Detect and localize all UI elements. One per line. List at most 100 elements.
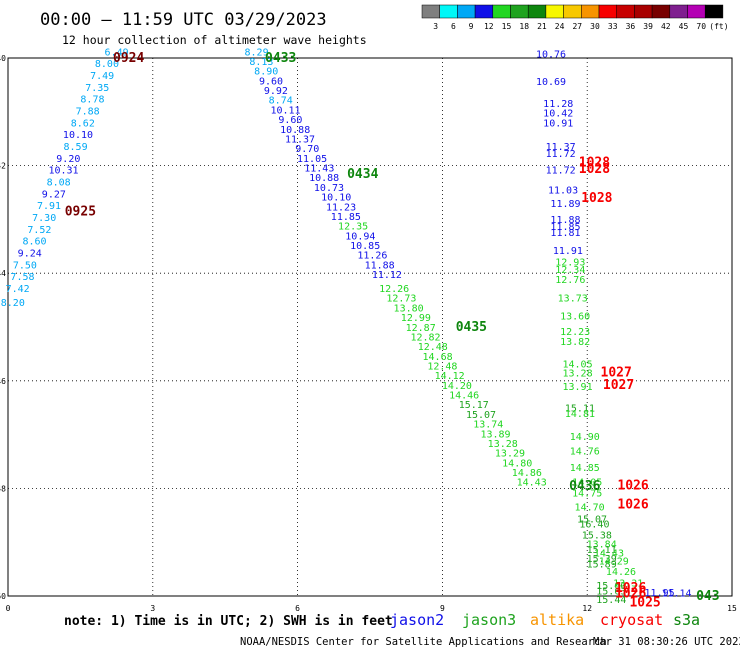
- legend-label: 36: [626, 22, 636, 31]
- wave-height-point: 11.37: [285, 134, 315, 145]
- wave-height-point: 11.14: [661, 589, 691, 600]
- satellite-legend-item: jason3: [462, 611, 516, 629]
- legend-swatch: [457, 4, 476, 19]
- wave-height-point: 11.03: [548, 186, 578, 197]
- wave-height-point: 14.70: [575, 502, 605, 513]
- units-note: note: 1) Time is in UTC; 2) SWH is in fe…: [64, 614, 393, 629]
- wave-height-point: 7.88: [76, 106, 100, 117]
- legend-swatch: [563, 4, 582, 19]
- wave-height-point: 12.48: [427, 362, 457, 373]
- wave-height-point: 7.49: [90, 71, 114, 82]
- footer-timestamp: Mar 31 08:30:26 UTC 2023: [593, 636, 740, 648]
- pass-time-label: 1028: [579, 162, 610, 177]
- pass-time-label: 1025: [629, 595, 660, 610]
- legend-swatch: [616, 4, 635, 19]
- wave-height-point: 14.86: [512, 468, 542, 479]
- wave-height-point: 11.23: [326, 202, 356, 213]
- pass-time-label: 043: [696, 589, 719, 604]
- x-tick-label: 15: [727, 604, 737, 613]
- y-tick-label: -44: [0, 269, 6, 278]
- pass-time-label: 1026: [617, 479, 648, 494]
- wave-height-point: 9.60: [259, 76, 283, 87]
- wave-height-point: 8.29: [245, 47, 269, 58]
- wave-height-point: 10.88: [280, 125, 310, 136]
- legend-swatch: [421, 4, 440, 19]
- wave-height-point: 13.60: [560, 311, 590, 322]
- pass-time-label: 0433: [265, 51, 296, 66]
- wave-height-point: 9.92: [264, 86, 288, 97]
- wave-height-point: 10.76: [536, 49, 566, 60]
- wave-height-point: 10.11: [270, 105, 300, 116]
- wave-height-point: 14.90: [570, 432, 600, 443]
- satellite-legend-item: cryosat: [600, 611, 663, 629]
- wave-height-point: 8.20: [1, 298, 25, 309]
- wave-height-point: 13.91: [562, 382, 592, 393]
- wave-height-point: 15.07: [577, 514, 607, 525]
- wave-height-point: 10.69: [536, 77, 566, 88]
- legend-swatch: [687, 4, 706, 19]
- wave-height-point: 15.38: [582, 530, 612, 541]
- wave-height-point: 11.28: [543, 99, 573, 110]
- x-tick-label: 6: [295, 604, 300, 613]
- wave-height-point: 15.17: [459, 400, 489, 411]
- wave-height-point: 10.42: [543, 109, 573, 120]
- wave-height-point: 8.13: [249, 57, 273, 68]
- wave-height-point: 11.88: [365, 260, 395, 271]
- wave-height-point: 12.26: [379, 284, 409, 295]
- wave-height-point: 11.85: [550, 222, 580, 233]
- wave-height-point: 10.10: [63, 130, 93, 141]
- pass-time-label: 1028: [581, 191, 612, 206]
- wave-height-point: 13.82: [560, 337, 590, 348]
- legend-swatch: [669, 4, 688, 19]
- wave-height-point: 12.23: [560, 327, 590, 338]
- y-tick-label: -50: [0, 592, 6, 601]
- wave-height-point: 11.85: [331, 212, 361, 223]
- wave-height-point: 14.80: [502, 458, 532, 469]
- wave-height-point: 11.26: [357, 251, 387, 262]
- legend-swatch: [634, 4, 653, 19]
- wave-height-point: 14.75: [572, 488, 602, 499]
- pass-time-label: 1027: [603, 378, 634, 393]
- wave-height-point: 8.00: [95, 59, 119, 70]
- legend-label: 45: [679, 22, 689, 31]
- pass-time-label: 1028: [579, 155, 610, 170]
- x-tick-label: 0: [6, 604, 11, 613]
- wave-height-point: 14.85: [570, 463, 600, 474]
- wave-height-point: 14.05: [562, 359, 592, 370]
- wave-height-point: 14.43: [594, 549, 624, 560]
- wave-height-point: 11.43: [304, 164, 334, 175]
- wave-height-point: 7.52: [27, 225, 51, 236]
- x-tick-label: 9: [440, 604, 445, 613]
- wave-height-point: 12.73: [386, 294, 416, 305]
- color-legend: 3 6 9 12 15 18 21 24 27 30 33 36 39 42 45 70 (ft): [421, 4, 729, 31]
- legend-label: 15: [502, 22, 512, 31]
- legend-swatch: [704, 4, 724, 19]
- legend-swatch: [581, 4, 600, 19]
- wave-height-point: 14.20: [442, 381, 472, 392]
- wave-height-point: 15.39: [587, 554, 617, 565]
- chart-title: 00:00 — 11:59 UTC 03/29/2023: [40, 10, 327, 30]
- wave-height-point: 11.12: [372, 270, 402, 281]
- footer-source: NOAA/NESDIS Center for Satellite Applica…: [240, 636, 607, 648]
- pass-time-label: 0434: [347, 167, 378, 182]
- legend-label: 39: [643, 22, 653, 31]
- pass-time-label: 0435: [456, 320, 487, 335]
- y-tick-label: -48: [0, 484, 6, 493]
- wave-height-point: 10.85: [350, 241, 380, 252]
- wave-height-point: 15.11: [565, 403, 595, 414]
- pass-time-label: 1026: [615, 581, 646, 596]
- satellite-legend-item: altika: [530, 611, 584, 629]
- wave-height-point: 8.60: [22, 237, 46, 248]
- wave-height-point: 7.91: [37, 201, 61, 212]
- wave-height-point: 16.40: [579, 520, 609, 531]
- wave-height-point: 13.89: [480, 429, 510, 440]
- wave-height-point: 8.62: [71, 118, 95, 129]
- plot-frame: [7, 57, 733, 597]
- wave-height-point: 14.76: [570, 447, 600, 458]
- legend-swatch: [439, 4, 458, 19]
- wave-height-point: 13.31: [613, 578, 643, 589]
- legend-label: 33: [608, 22, 618, 31]
- wave-height-point: 9.20: [56, 154, 80, 165]
- legend-label: 30: [590, 22, 600, 31]
